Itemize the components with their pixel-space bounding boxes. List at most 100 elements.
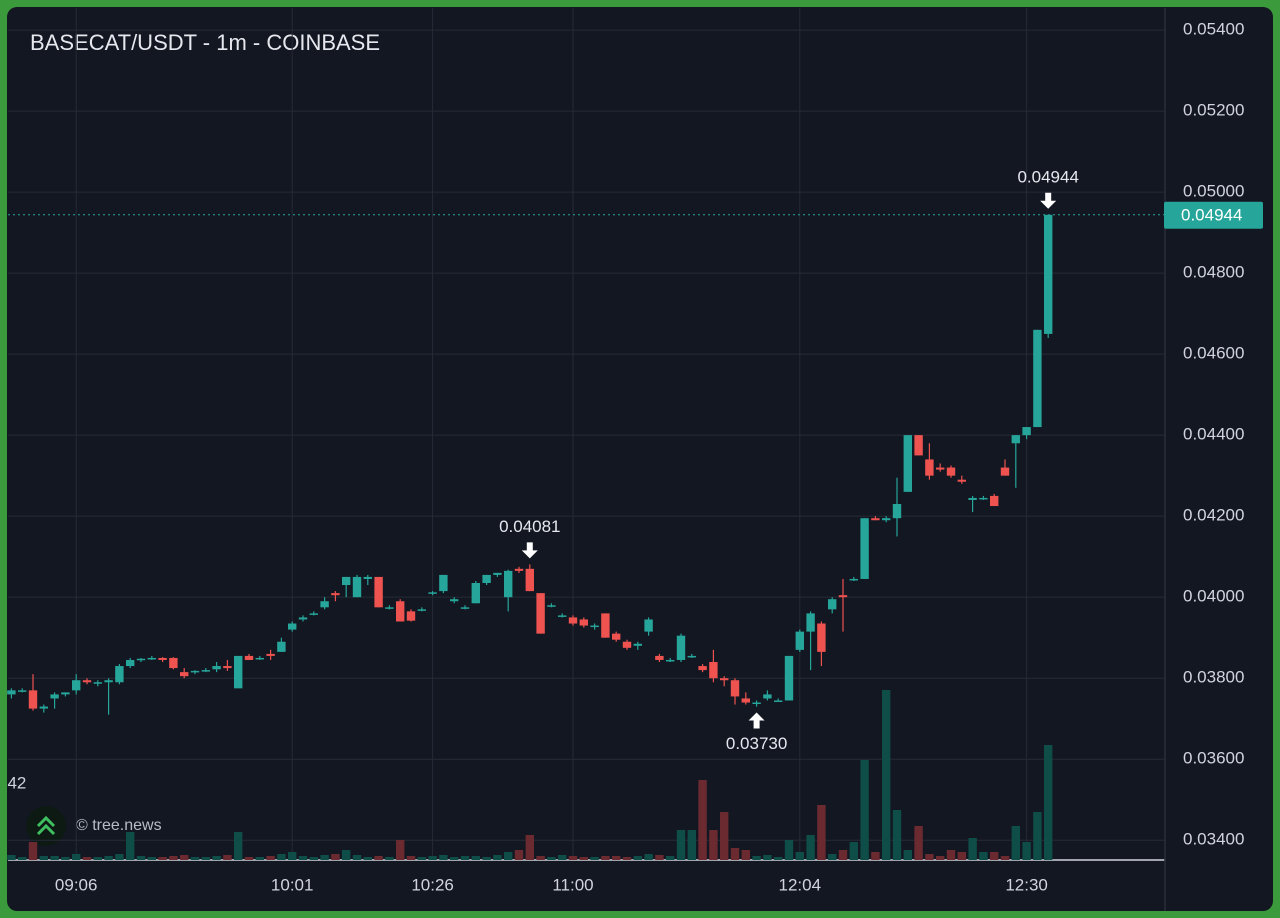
volume-bar xyxy=(968,838,977,860)
candle-body xyxy=(547,605,556,607)
candle-body xyxy=(990,495,999,507)
volume-bar xyxy=(428,856,437,860)
candle-body xyxy=(201,670,210,672)
candle-body xyxy=(514,568,524,571)
volume-bar xyxy=(774,857,783,860)
candle-body xyxy=(320,601,329,608)
volume-bar xyxy=(892,810,902,860)
candle-body xyxy=(482,574,491,584)
candle-body xyxy=(212,666,221,670)
volume-bar xyxy=(201,857,210,860)
candle-body xyxy=(558,615,567,617)
x-tick-label: 12:04 xyxy=(779,875,822,894)
volume-bar xyxy=(126,832,135,860)
candle-body xyxy=(406,611,416,621)
volume-bar xyxy=(450,857,459,860)
candle-body xyxy=(136,658,146,661)
candle-body xyxy=(158,657,167,660)
candle-body xyxy=(871,518,880,521)
low-label: 0.03730 xyxy=(726,734,787,753)
volume-bar xyxy=(234,832,243,860)
volume-bar xyxy=(396,840,405,860)
volume-bar xyxy=(1000,856,1010,860)
volume-bar xyxy=(417,857,426,860)
volume-bar xyxy=(82,857,92,860)
volume-bar xyxy=(28,842,38,860)
volume-bar xyxy=(266,856,275,860)
x-tick-label: 11:00 xyxy=(552,875,593,894)
volume-bar xyxy=(558,855,567,860)
candle-body xyxy=(968,497,977,500)
volume-bar xyxy=(471,856,480,860)
candle-body xyxy=(504,570,513,598)
candle-body xyxy=(298,617,308,620)
volume-bar xyxy=(61,857,70,860)
candle-body xyxy=(752,702,761,705)
candle-body xyxy=(309,613,318,615)
candle-body xyxy=(882,518,891,521)
volume-bar xyxy=(806,835,815,860)
volume-bar xyxy=(212,856,221,860)
candle-body xyxy=(396,601,405,622)
volume-bar xyxy=(752,856,761,860)
volume-bar xyxy=(169,856,178,860)
candle-body xyxy=(82,680,92,683)
candle-body xyxy=(39,706,48,709)
volume-bar xyxy=(622,857,632,860)
volume-bar xyxy=(493,855,502,860)
y-tick-label: 0.05000 xyxy=(1183,182,1244,201)
volume-bar xyxy=(763,855,772,860)
watermark: © tree.news xyxy=(76,817,162,834)
candle-body xyxy=(1033,329,1042,428)
volume-bar xyxy=(7,855,16,860)
volume-bar xyxy=(309,857,318,860)
candle-body xyxy=(190,670,200,673)
volume-bar xyxy=(50,856,59,860)
volume-bar xyxy=(1022,842,1031,860)
volume-bar xyxy=(903,850,912,860)
volume-bar xyxy=(644,854,653,860)
candle-body xyxy=(720,678,729,681)
candle-body xyxy=(266,653,275,656)
candle-body xyxy=(50,694,59,699)
candle-body xyxy=(666,659,675,662)
candle-body xyxy=(7,690,16,695)
y-tick-label: 0.04200 xyxy=(1183,506,1244,525)
candle-body xyxy=(536,593,545,634)
candle-body xyxy=(655,655,664,660)
candle-body xyxy=(439,574,448,592)
candle-body xyxy=(979,497,988,500)
volume-bar xyxy=(363,857,372,860)
candle-body xyxy=(352,576,362,598)
candle-body xyxy=(363,576,372,579)
candle-body xyxy=(493,572,502,575)
volume-bar xyxy=(698,780,707,860)
candle-body xyxy=(795,631,804,650)
volume-bar xyxy=(147,857,156,860)
candle-body xyxy=(342,576,351,586)
chart-title: BASECAT/USDT - 1m - COINBASE xyxy=(30,30,380,55)
candle-body xyxy=(180,672,189,677)
y-tick-label: 0.04800 xyxy=(1183,263,1244,282)
volume-bar xyxy=(104,856,113,860)
volume-bar xyxy=(298,856,308,860)
volume-bar xyxy=(936,856,945,860)
volume-bar xyxy=(687,830,696,860)
candle-body xyxy=(612,633,621,640)
volume-bar xyxy=(320,855,329,860)
volume-bar xyxy=(277,854,286,860)
candle-body xyxy=(860,518,869,579)
volume-bar xyxy=(439,855,448,860)
candle-body xyxy=(277,641,286,652)
candle-body xyxy=(1044,214,1053,334)
volume-bar xyxy=(882,690,891,860)
chart: BASECAT/USDT - 1m - COINBASE © tree.news… xyxy=(7,8,1263,911)
volume-bar xyxy=(385,857,394,860)
volume-bar xyxy=(223,855,232,860)
candle-body xyxy=(385,607,394,609)
volume-bar xyxy=(655,855,664,860)
candle-body xyxy=(93,682,102,684)
volume-bar xyxy=(72,854,81,860)
candle-body xyxy=(676,635,686,660)
y-tick-label: 0.04400 xyxy=(1183,425,1244,444)
